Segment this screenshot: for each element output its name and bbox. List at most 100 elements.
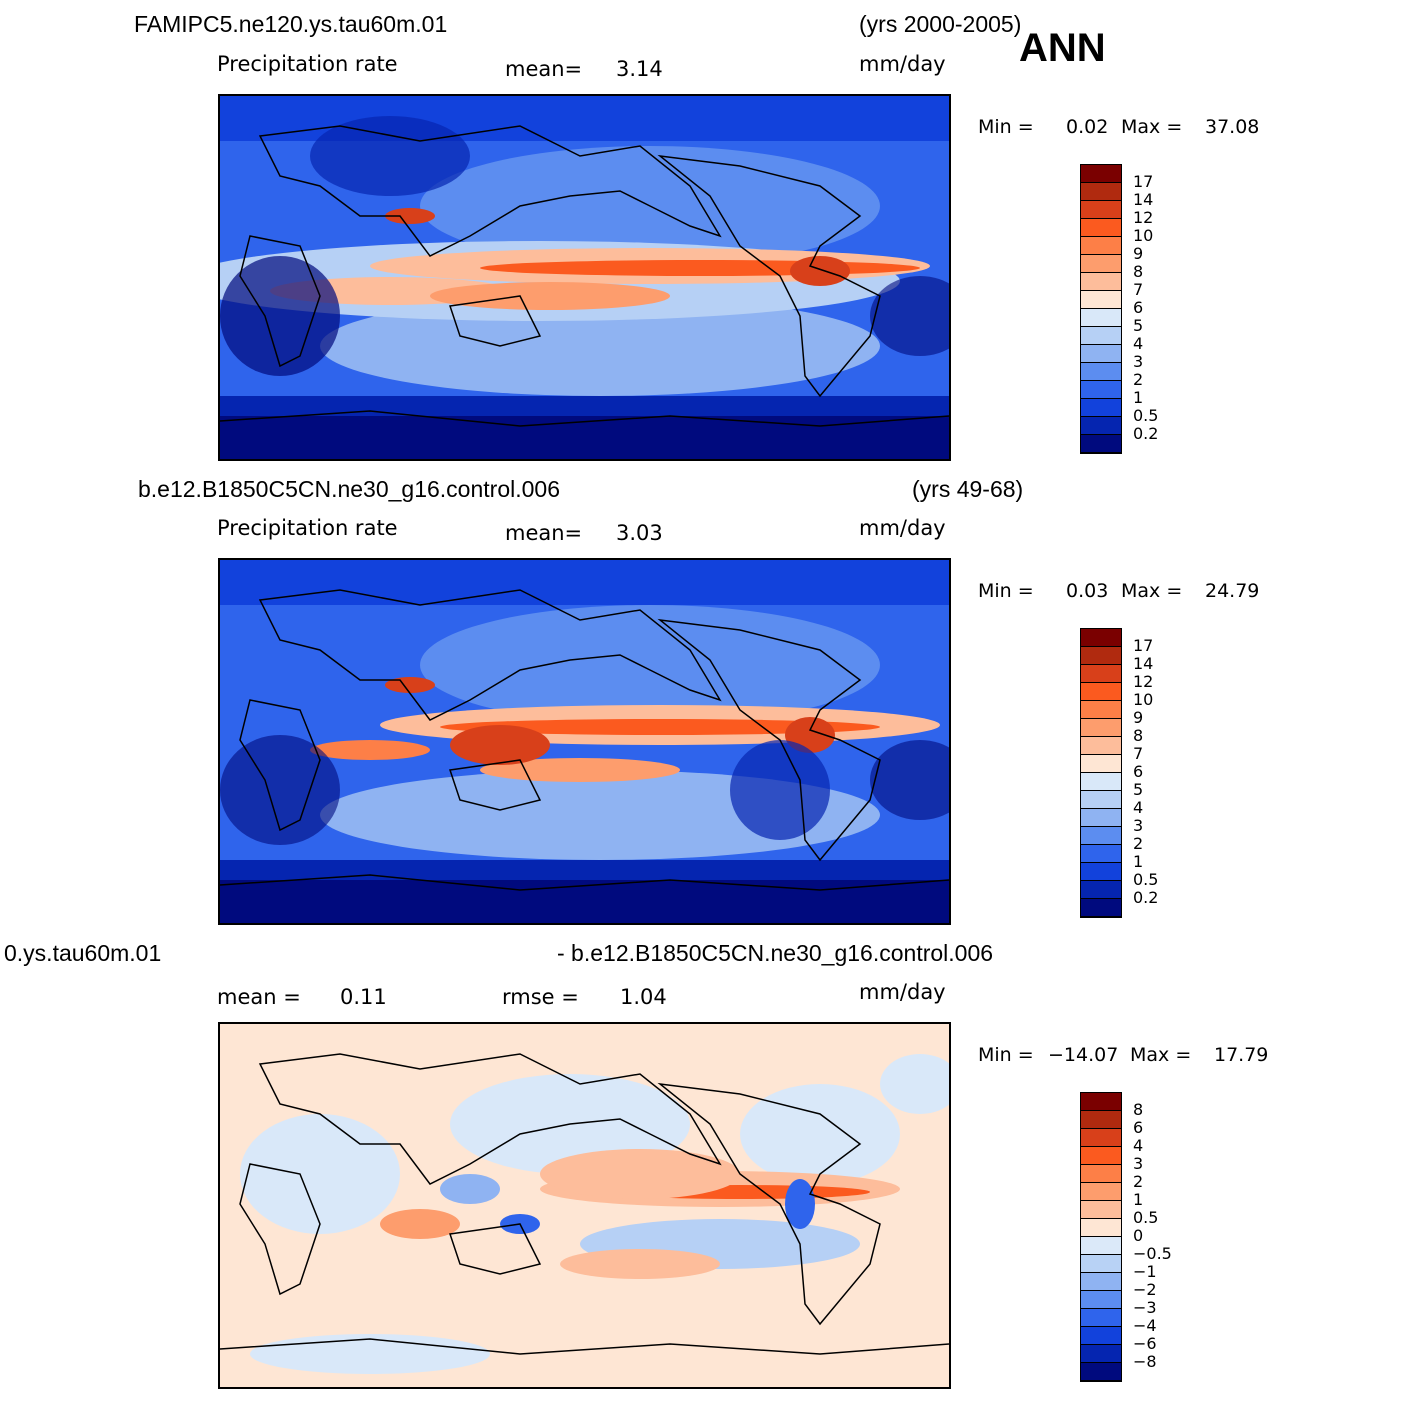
colorbar-tick-label: 8: [1133, 726, 1144, 745]
colorbar-swatch: [1081, 1237, 1121, 1255]
panel1-years: (yrs 2000-2005): [859, 11, 1022, 37]
colorbar-swatch: [1081, 237, 1121, 255]
colorbar-swatch: [1081, 399, 1121, 417]
colorbar-swatch: [1081, 381, 1121, 399]
colorbar-swatch: [1081, 1183, 1121, 1201]
colorbar-tick-label: 0.5: [1133, 870, 1159, 889]
colorbar-tick-label: 17: [1133, 636, 1154, 655]
colorbar-swatch: [1081, 1165, 1121, 1183]
colorbar-swatch: [1081, 309, 1121, 327]
panel3-max-value: 17.79: [1214, 1044, 1269, 1066]
colorbar-swatch: [1081, 701, 1121, 719]
colorbar-tick-label: 0.2: [1133, 888, 1159, 907]
colorbar-tick-label: 2: [1133, 1172, 1144, 1191]
colorbar-swatch: [1081, 773, 1121, 791]
colorbar-tick-label: 12: [1133, 672, 1154, 691]
colorbar-tick-label: 7: [1133, 280, 1144, 299]
panel2-variable: Precipitation rate: [217, 516, 398, 540]
panel1-mean-value: 3.14: [616, 57, 663, 81]
colorbar-tick-label: 14: [1133, 190, 1154, 209]
colorbar-swatch: [1081, 165, 1121, 183]
panel3-max-label: Max =: [1130, 1044, 1192, 1066]
colorbar-tick-label: 9: [1133, 708, 1144, 727]
colorbar-swatch: [1081, 417, 1121, 435]
panel2-max-label: Max =: [1121, 580, 1183, 602]
colorbar-tick-label: −6: [1133, 1334, 1157, 1353]
panel2-max-value: 24.79: [1205, 580, 1260, 602]
colorbar-tick-label: 0: [1133, 1226, 1144, 1245]
colorbar-tick-label: 2: [1133, 370, 1144, 389]
colorbar-tick-label: 1: [1133, 852, 1144, 871]
colorbar-tick-label: −0.5: [1133, 1244, 1172, 1263]
colorbar-tick-label: −4: [1133, 1316, 1157, 1335]
colorbar-swatch: [1081, 345, 1121, 363]
panel2-case-name: b.e12.B1850C5CN.ne30_g16.control.006: [138, 476, 560, 502]
colorbar-swatch: [1081, 1363, 1121, 1381]
colorbar-swatch: [1081, 435, 1121, 453]
colorbar-tick-label: 5: [1133, 780, 1144, 799]
panel2-mean-value: 3.03: [616, 521, 663, 545]
colorbar-swatch: [1081, 1147, 1121, 1165]
colorbar-swatch: [1081, 201, 1121, 219]
colorbar-tick-label: 5: [1133, 316, 1144, 335]
colorbar-swatch: [1081, 791, 1121, 809]
panel3-units: mm/day: [859, 980, 946, 1004]
colorbar-tick-label: 17: [1133, 172, 1154, 191]
colorbar-swatch: [1081, 183, 1121, 201]
season-label: ANN: [1019, 26, 1106, 70]
colorbar-tick-label: 3: [1133, 1154, 1144, 1173]
colorbar-swatch: [1081, 827, 1121, 845]
colorbar-swatch: [1081, 327, 1121, 345]
colorbar-tick-label: 1: [1133, 388, 1144, 407]
panel1-min-label: Min =: [978, 116, 1034, 138]
colorbar-swatch: [1081, 863, 1121, 881]
colorbar-swatch: [1081, 1327, 1121, 1345]
colorbar-tick-label: 3: [1133, 816, 1144, 835]
panel3-rmse-value: 1.04: [620, 985, 667, 1009]
colorbar-tick-label: −8: [1133, 1352, 1157, 1371]
colorbar-swatch: [1081, 1255, 1121, 1273]
colorbar-swatch: [1081, 845, 1121, 863]
colorbar-swatch: [1081, 1291, 1121, 1309]
panel3-rmse-label: rmse =: [502, 985, 579, 1009]
panel1-units: mm/day: [859, 52, 946, 76]
panel2-years: (yrs 49-68): [912, 476, 1024, 502]
colorbar-tick-label: 4: [1133, 334, 1144, 353]
colorbar-tick-label: 4: [1133, 798, 1144, 817]
colorbar-tick-label: 8: [1133, 262, 1144, 281]
colorbar-swatch: [1081, 755, 1121, 773]
panel2-mean-label: mean=: [505, 521, 583, 545]
colorbar-tick-label: 7: [1133, 744, 1144, 763]
panel1-min-value: 0.02: [1066, 116, 1109, 138]
colorbar-swatch: [1081, 363, 1121, 381]
colorbar-tick-label: 1: [1133, 1190, 1144, 1209]
colorbar-swatch: [1081, 809, 1121, 827]
panel3-colorbar: [1080, 1092, 1122, 1382]
colorbar-tick-label: 8: [1133, 1100, 1144, 1119]
panel2-min-label: Min =: [978, 580, 1034, 602]
colorbar-swatch: [1081, 899, 1121, 917]
colorbar-swatch: [1081, 273, 1121, 291]
panel1-precip-map: [218, 94, 951, 461]
panel3-difference-map: [218, 1022, 951, 1389]
colorbar-swatch: [1081, 629, 1121, 647]
colorbar-tick-label: −3: [1133, 1298, 1157, 1317]
colorbar-swatch: [1081, 647, 1121, 665]
colorbar-tick-label: 6: [1133, 298, 1144, 317]
colorbar-swatch: [1081, 1309, 1121, 1327]
colorbar-tick-label: 2: [1133, 834, 1144, 853]
colorbar-swatch: [1081, 1219, 1121, 1237]
colorbar-swatch: [1081, 719, 1121, 737]
colorbar-swatch: [1081, 1093, 1121, 1111]
panel3-case-left: 0.ys.tau60m.01: [4, 940, 162, 966]
colorbar-swatch: [1081, 683, 1121, 701]
colorbar-swatch: [1081, 255, 1121, 273]
panel2-colorbar: [1080, 628, 1122, 918]
colorbar-tick-label: 3: [1133, 352, 1144, 371]
colorbar-tick-label: 6: [1133, 1118, 1144, 1137]
colorbar-swatch: [1081, 1111, 1121, 1129]
colorbar-swatch: [1081, 1273, 1121, 1291]
colorbar-swatch: [1081, 1129, 1121, 1147]
panel1-max-label: Max =: [1121, 116, 1183, 138]
colorbar-tick-label: 12: [1133, 208, 1154, 227]
